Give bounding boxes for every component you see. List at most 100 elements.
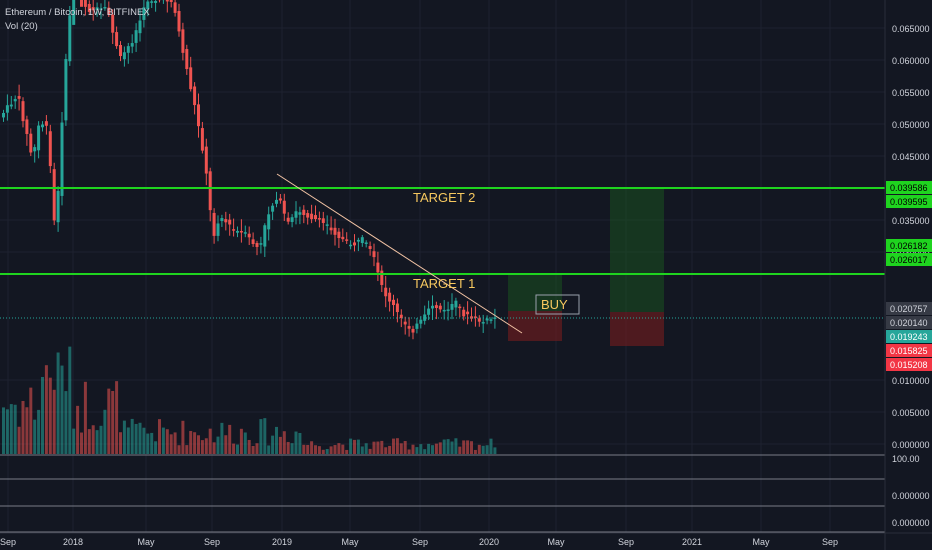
volume-bar — [278, 436, 282, 454]
volume-bar — [220, 422, 224, 454]
volume-bar — [142, 427, 146, 454]
candle-body — [13, 99, 17, 102]
candle-body — [376, 262, 380, 273]
volume-indicator-title[interactable]: Vol (20) — [5, 21, 38, 32]
candle-body — [255, 242, 259, 247]
time-tick-label: Sep — [204, 537, 220, 547]
candle-body — [200, 128, 204, 151]
volume-bar — [224, 435, 228, 454]
candle-body — [306, 213, 310, 218]
volume-bar — [25, 407, 29, 454]
time-tick-label: Sep — [0, 537, 16, 547]
target-2-label: TARGET 2 — [413, 190, 475, 205]
candle-body — [329, 227, 333, 231]
pane-axis-labels: 100.00 0.000000 0.000000 — [892, 454, 930, 528]
candle-body — [442, 309, 446, 312]
candle-body — [83, 0, 87, 7]
volume-bar — [87, 429, 91, 454]
candle-body — [493, 317, 497, 319]
price-badge — [886, 316, 932, 329]
price-badge-label: 0.039595 — [890, 197, 928, 207]
volume-bar — [411, 444, 415, 454]
candle-body — [341, 236, 345, 240]
candle-body — [193, 86, 197, 106]
price-badge — [886, 181, 932, 194]
candle-body — [169, 0, 173, 2]
candle-body — [25, 119, 29, 134]
candle-body — [470, 316, 473, 319]
price-axis[interactable]: 0.065000 0.060000 0.055000 0.050000 0.045000… — [892, 24, 930, 450]
candle-body — [91, 7, 95, 11]
candle-body — [450, 303, 454, 310]
candle-body — [286, 217, 290, 222]
candle-body — [317, 218, 321, 220]
price-tick-label: 0.000000 — [892, 440, 930, 450]
volume-bar — [458, 446, 462, 454]
candle-body — [438, 305, 442, 310]
candle-body — [138, 20, 142, 34]
volume-bar — [68, 346, 72, 454]
candle-body — [243, 232, 247, 234]
volume-bar — [333, 445, 337, 454]
target-1-label: TARGET 1 — [413, 276, 475, 291]
price-badge — [886, 330, 932, 343]
volume-bar — [130, 418, 134, 454]
volume-bar — [356, 439, 360, 454]
candle-body — [333, 227, 337, 235]
candle-body — [130, 43, 134, 47]
trendline[interactable] — [276, 173, 523, 334]
volume-bar — [403, 440, 407, 454]
candle-body — [411, 328, 415, 333]
chart-grid — [0, 0, 885, 533]
price-axis-badges: 0.039586 0.039595 0.026182 0.026017 0.020757… — [886, 181, 932, 371]
candle-body — [204, 146, 208, 174]
candle-body — [33, 147, 37, 152]
volume-bar — [349, 438, 353, 454]
time-axis[interactable]: Sep 2018 May Sep 2019 May Sep 2020 May Sep 2021 May… — [0, 537, 838, 547]
volume-bar — [419, 444, 423, 454]
volume-bar — [485, 445, 489, 454]
candle-body — [434, 305, 438, 309]
candle-body — [232, 229, 236, 231]
time-tick-label: 2018 — [63, 537, 83, 547]
time-tick-label: Sep — [618, 537, 634, 547]
candlesticks — [2, 0, 497, 340]
candle-body — [481, 322, 485, 324]
candle-body — [165, 0, 169, 2]
candle-body — [228, 219, 232, 225]
candle-body — [271, 205, 275, 212]
symbol-title[interactable]: Ethereum / Bitcoin, 1W, BITFINEX — [5, 7, 150, 18]
chart-legend: Ethereum / Bitcoin, 1W, BITFINEX Vol (20… — [5, 6, 150, 34]
volume-bar — [275, 426, 278, 454]
price-badge-label: 0.026182 — [890, 241, 928, 251]
volume-bar — [454, 438, 458, 454]
candle-body — [423, 314, 427, 321]
volume-bar — [161, 427, 165, 454]
price-tick-label: 0.045000 — [892, 152, 930, 162]
volume-bar — [48, 377, 52, 454]
long-position-tool-1[interactable] — [508, 275, 562, 341]
candle-body — [56, 190, 60, 223]
candle-body — [427, 308, 431, 315]
volume-bar — [442, 439, 446, 454]
candle-body — [263, 225, 267, 247]
candle-body — [415, 323, 419, 329]
candle-body — [349, 244, 353, 247]
volume-bar — [321, 449, 325, 454]
volume-bar — [21, 400, 25, 454]
candle-body — [142, 7, 146, 20]
candle-body — [60, 122, 64, 196]
long-position-tool-2[interactable] — [610, 188, 664, 346]
volume-bar — [181, 420, 185, 454]
volume-bar — [450, 441, 454, 454]
candle-body — [119, 44, 122, 57]
volume-bar — [197, 435, 200, 454]
candle-body — [5, 105, 9, 113]
candle-body — [72, 0, 76, 25]
price-badge-label: 0.020757 — [890, 304, 928, 314]
pane-axis-label: 0.000000 — [892, 491, 930, 501]
candle-body — [177, 11, 181, 32]
candle-body — [446, 309, 450, 311]
candle-body — [150, 1, 154, 3]
